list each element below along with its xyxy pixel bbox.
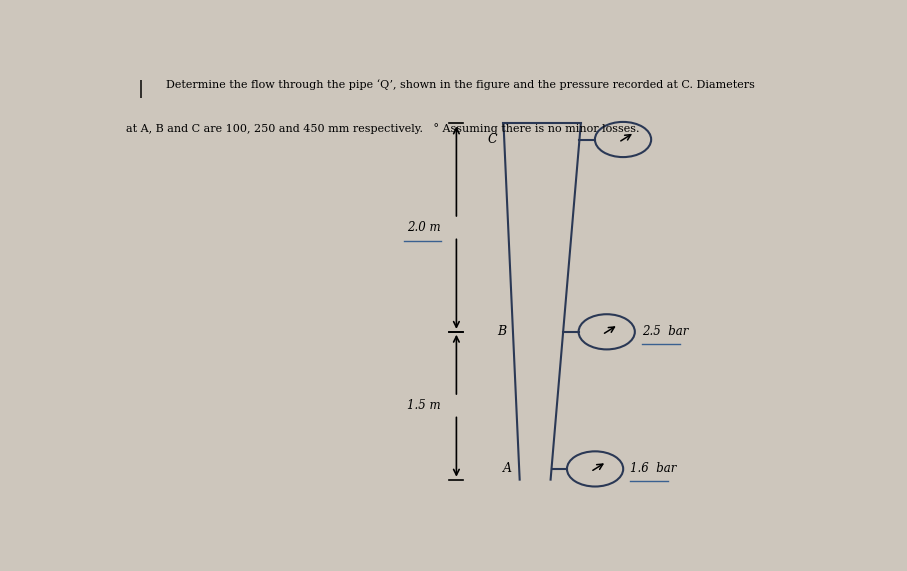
Text: C: C [488, 133, 497, 146]
Text: 1.6  bar: 1.6 bar [630, 463, 677, 476]
Text: B: B [497, 325, 506, 338]
Text: 2.5  bar: 2.5 bar [642, 325, 688, 338]
Text: 1.5 m: 1.5 m [407, 399, 441, 412]
Text: at A, B and C are 100, 250 and 450 mm respectively.   ° Assuming there is no min: at A, B and C are 100, 250 and 450 mm re… [126, 123, 639, 134]
Text: Determine the flow through the pipe ‘Q’, shown in the figure and the pressure re: Determine the flow through the pipe ‘Q’,… [166, 79, 755, 90]
Text: A: A [503, 463, 512, 476]
Text: 2.0 m: 2.0 m [407, 221, 441, 234]
Text: |: | [138, 79, 144, 98]
